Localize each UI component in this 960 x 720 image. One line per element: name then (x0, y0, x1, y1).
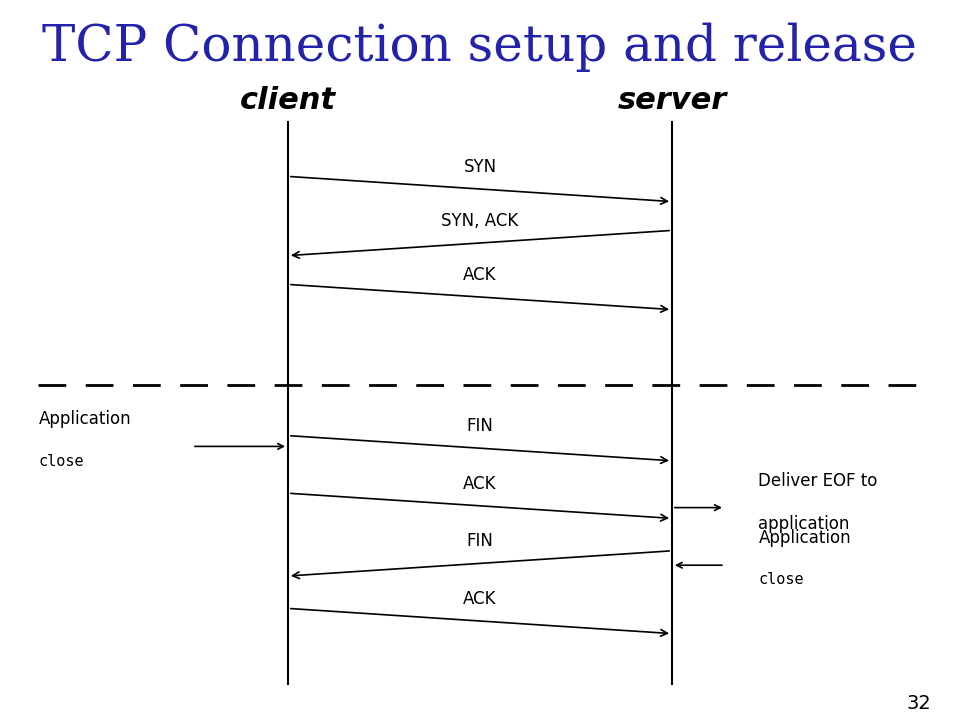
Text: Application: Application (38, 410, 131, 428)
Text: Application: Application (758, 529, 851, 547)
Text: SYN: SYN (464, 158, 496, 176)
Text: ACK: ACK (464, 475, 496, 492)
Text: client: client (240, 86, 336, 115)
Text: FIN: FIN (467, 533, 493, 550)
Text: close: close (758, 572, 804, 588)
Text: FIN: FIN (467, 418, 493, 435)
Text: ACK: ACK (464, 590, 496, 608)
Text: application: application (758, 515, 850, 533)
Text: TCP Connection setup and release: TCP Connection setup and release (42, 22, 918, 71)
Text: 32: 32 (906, 694, 931, 713)
Text: server: server (617, 86, 727, 115)
Text: close: close (38, 454, 84, 469)
Text: Deliver EOF to: Deliver EOF to (758, 472, 877, 490)
Text: ACK: ACK (464, 266, 496, 284)
Text: SYN, ACK: SYN, ACK (442, 212, 518, 230)
